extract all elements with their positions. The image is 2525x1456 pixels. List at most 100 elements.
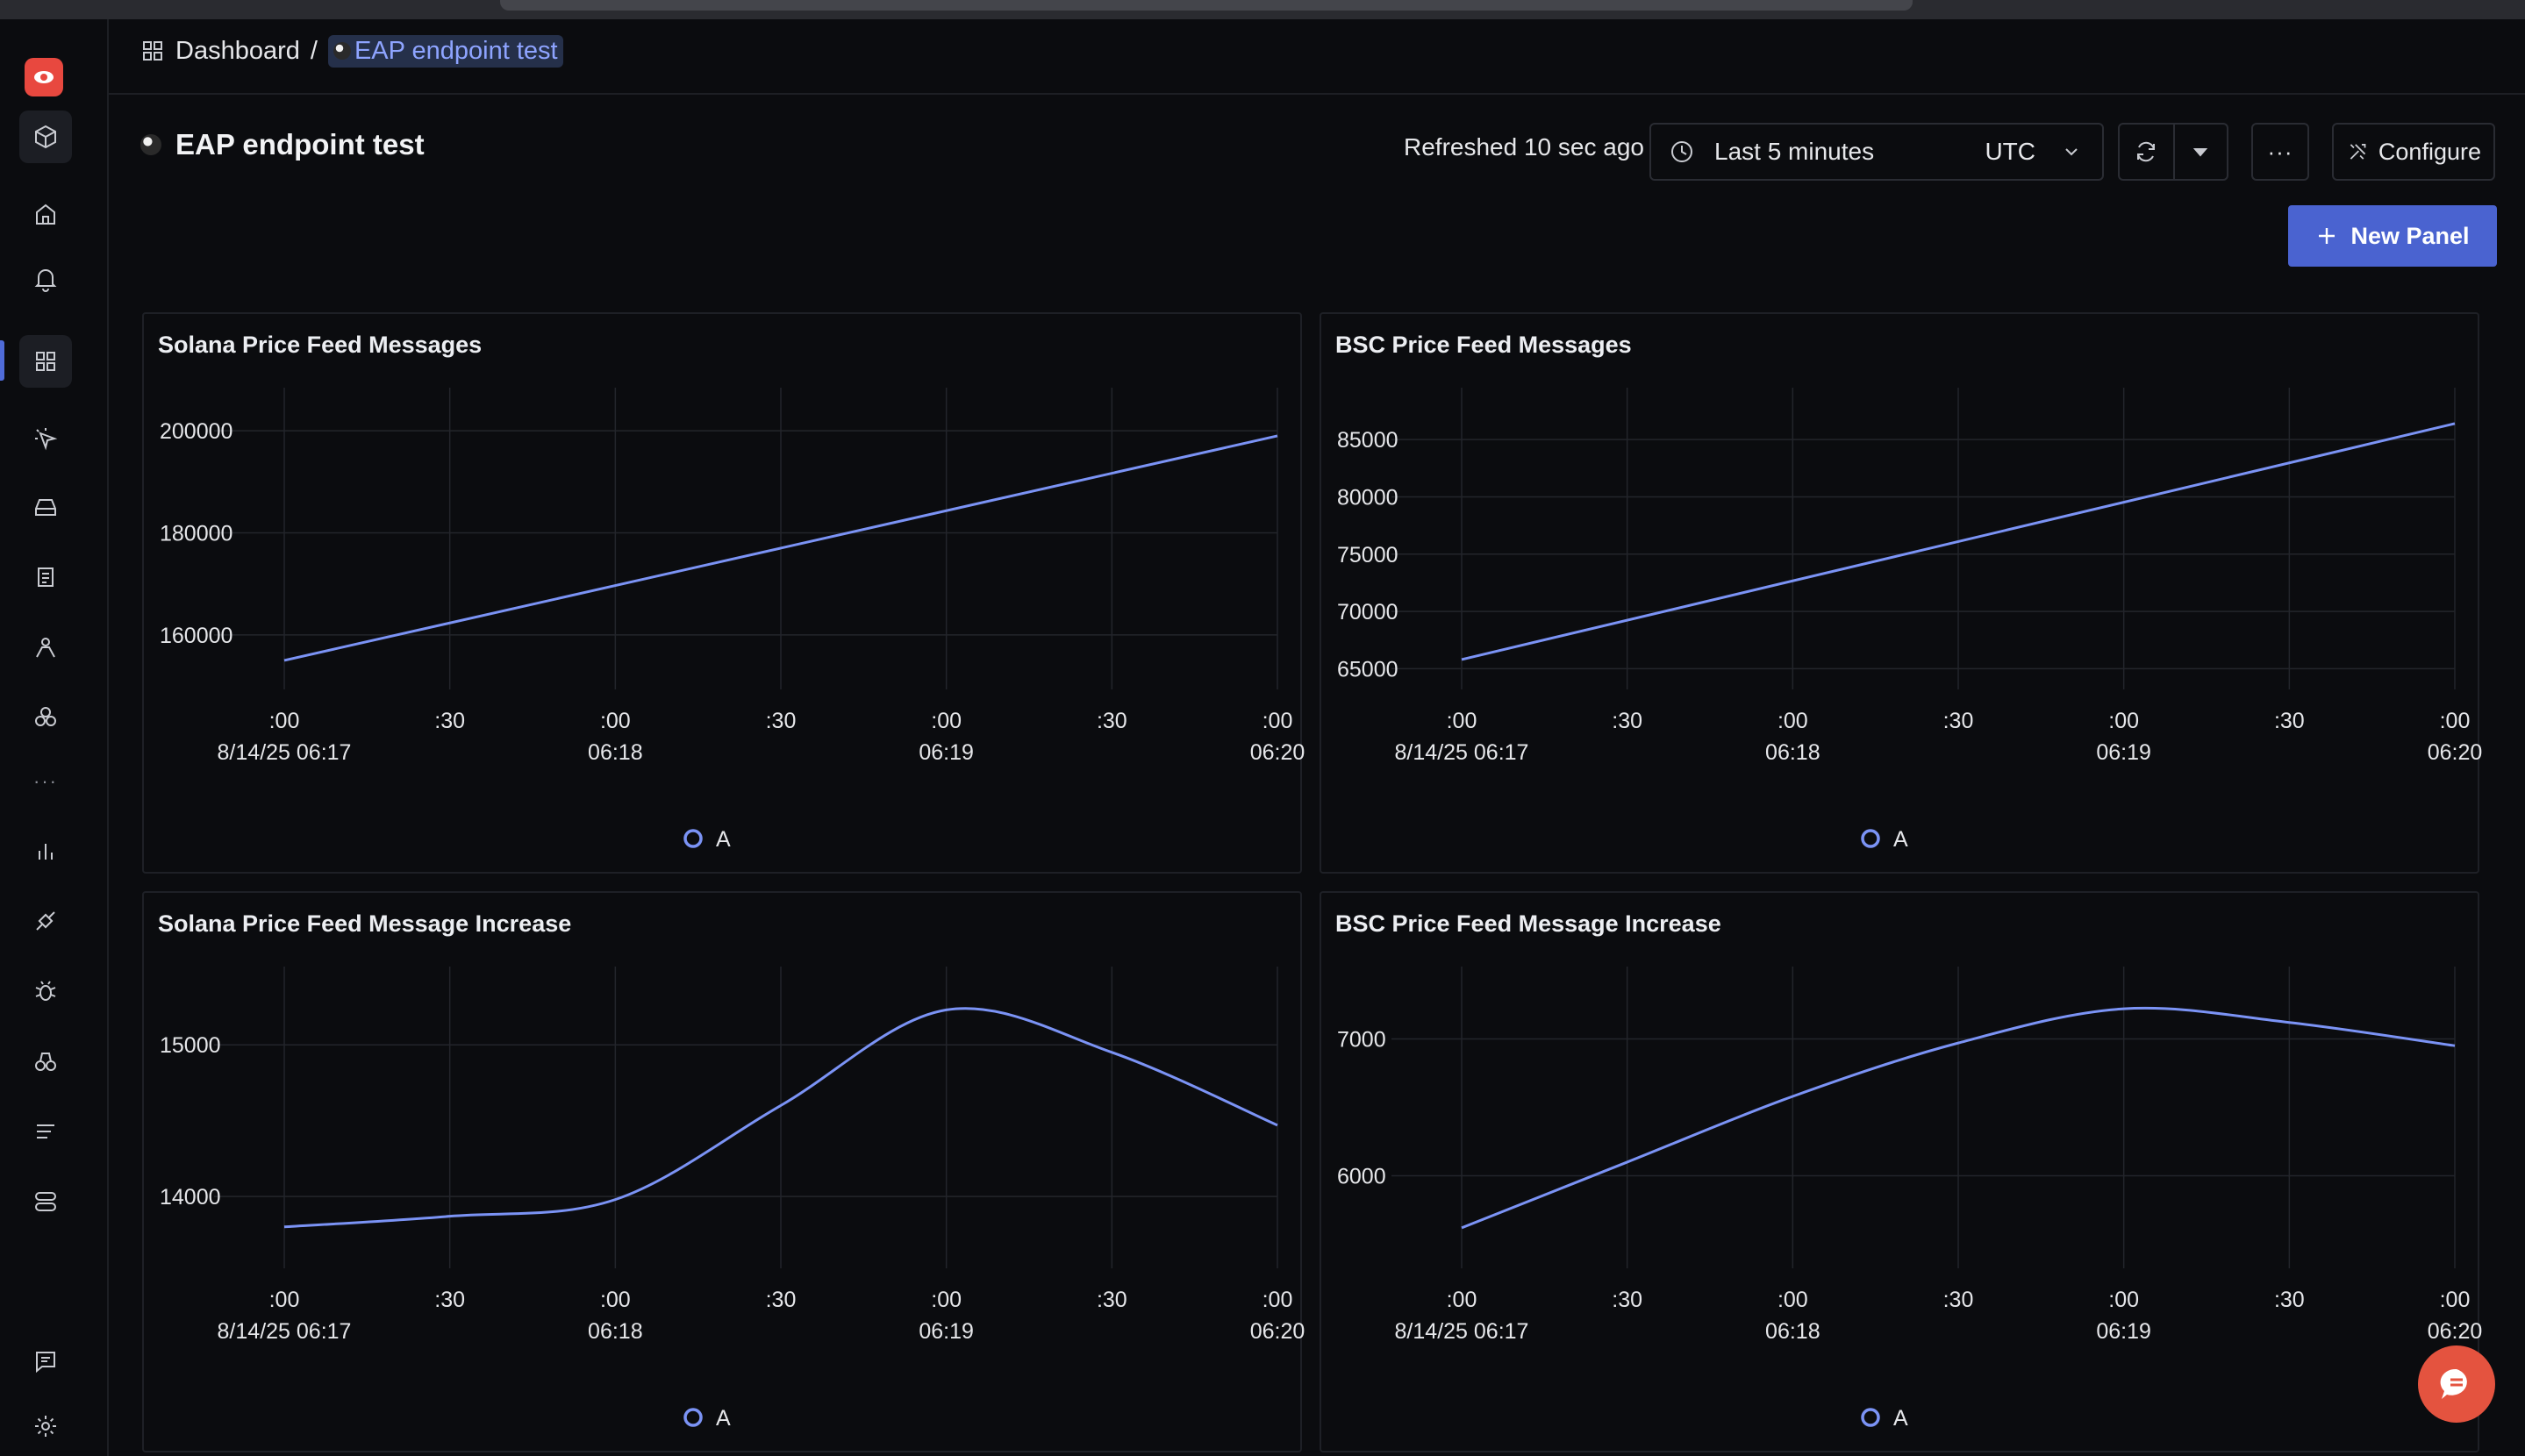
y-tick-label: 75000 (1337, 543, 1398, 567)
storage-icon[interactable] (19, 481, 72, 533)
panel-bsc-messages[interactable]: BSC Price Feed Messages 65000 70000 75000 8… (1320, 312, 2482, 874)
x-tick-sublabel: 06:18 (1765, 740, 1820, 765)
x-tick-sublabel: 06:18 (1765, 1319, 1820, 1344)
panel-solana-increase[interactable]: Solana Price Feed Message Increase 14000… (142, 891, 1305, 1452)
x-tick-sublabel: 8/14/25 06:17 (218, 1319, 352, 1344)
refresh-button[interactable] (2120, 125, 2173, 179)
eye-logo-icon (34, 71, 54, 83)
x-tick-sublabel: 8/14/25 06:17 (1395, 1319, 1529, 1344)
refreshed-status: Refreshed 10 sec ago (1404, 133, 1644, 161)
breadcrumb-current[interactable]: EAP endpoint test (327, 34, 563, 68)
x-tick-sublabel: 06:18 (588, 740, 643, 765)
home-icon[interactable] (19, 188, 72, 240)
insights-icon[interactable] (19, 1035, 72, 1088)
breadcrumb-separator: / (310, 36, 318, 65)
integrations-icon[interactable] (19, 691, 72, 744)
dashboard-grid-icon (143, 41, 162, 61)
x-tick-sublabel: 06:20 (2428, 740, 2483, 765)
y-tick-label: 65000 (1337, 657, 1398, 682)
x-tick-label: :30 (1097, 709, 1127, 733)
line-chart: 14000 15000:00 8/14/25 06:17:30:00 06:18:30… (160, 967, 1305, 1431)
time-range-picker[interactable]: Last 5 minutes UTC (1649, 123, 2104, 181)
legend-label: A (716, 1406, 731, 1431)
x-tick-sublabel: 06:19 (2096, 1319, 2151, 1344)
x-tick-label: :30 (434, 1288, 465, 1312)
chevron-down-icon (2065, 148, 2078, 156)
x-tick-label: :00 (1262, 1288, 1293, 1312)
eight-ball-icon (333, 42, 351, 60)
x-tick-sublabel: 06:18 (588, 1319, 643, 1344)
y-tick-label: 70000 (1337, 600, 1398, 625)
x-tick-label: :30 (1943, 1288, 1974, 1312)
metrics-icon[interactable] (19, 824, 72, 877)
dashboards-icon[interactable] (19, 335, 72, 388)
explore-icon[interactable] (19, 412, 72, 465)
breadcrumb: Dashboard / EAP endpoint test (140, 32, 563, 70)
debug-icon[interactable] (19, 965, 72, 1017)
refresh-button-group (2118, 123, 2228, 181)
x-tick-sublabel: 06:20 (1250, 740, 1305, 765)
legend-label: A (1893, 827, 1908, 852)
caret-down-icon (2193, 148, 2208, 157)
x-tick-label: :30 (766, 1288, 797, 1312)
x-tick-label: :30 (766, 709, 797, 733)
app-logo[interactable] (25, 58, 63, 96)
plugins-icon[interactable] (19, 895, 72, 947)
x-tick-label: :00 (600, 1288, 631, 1312)
x-tick-label: :00 (269, 709, 300, 733)
x-tick-sublabel: 8/14/25 06:17 (1395, 740, 1529, 765)
plus-icon (2319, 228, 2335, 244)
horizontal-scrollbar[interactable] (500, 0, 1913, 11)
chat-bubble-icon (2440, 1368, 2467, 1399)
series-line (283, 434, 1278, 662)
y-tick-label: 6000 (1337, 1165, 1386, 1189)
pipelines-icon[interactable] (19, 1175, 72, 1228)
active-indicator (0, 340, 4, 381)
y-tick-label: 180000 (160, 521, 232, 546)
feedback-icon[interactable] (19, 1335, 72, 1388)
refresh-icon (2137, 141, 2156, 162)
x-tick-label: :00 (2108, 1288, 2139, 1312)
clock-icon (1671, 141, 1692, 162)
profile-icon[interactable] (19, 621, 72, 674)
legend-marker (683, 829, 703, 848)
more-icon[interactable]: ··· (33, 770, 58, 792)
new-panel-label: New Panel (2350, 222, 2470, 249)
x-tick-label: :00 (269, 1288, 300, 1312)
breadcrumb-dashboard[interactable]: Dashboard (175, 36, 300, 65)
eight-ball-icon (140, 134, 161, 155)
configure-button[interactable]: Configure (2332, 123, 2495, 181)
x-tick-label: :00 (1447, 1288, 1477, 1312)
x-tick-label: :30 (434, 709, 465, 733)
configure-label: Configure (2378, 138, 2481, 165)
chat-support-button[interactable] (2418, 1345, 2495, 1423)
refresh-interval-dropdown[interactable] (2172, 125, 2227, 179)
x-tick-label: :00 (2440, 1288, 2471, 1312)
legend-label: A (1893, 1406, 1908, 1431)
x-tick-label: :00 (931, 1288, 962, 1312)
x-tick-label: :00 (1778, 1288, 1808, 1312)
projects-icon[interactable] (19, 111, 72, 163)
y-tick-label: 7000 (1337, 1027, 1386, 1052)
timezone-label: UTC (1985, 138, 2035, 165)
x-tick-label: :00 (1778, 709, 1808, 733)
breadcrumb-current-label: EAP endpoint test (354, 36, 558, 65)
line-chart: 160000 180000 200000:00 8/14/25 06:17:30:00… (160, 388, 1305, 852)
y-tick-label: 15000 (160, 1033, 221, 1058)
x-tick-label: :30 (1612, 1288, 1642, 1312)
x-tick-sublabel: 06:20 (2428, 1319, 2483, 1344)
more-options-button[interactable]: ··· (2251, 123, 2309, 181)
panel-bsc-increase[interactable]: BSC Price Feed Message Increase 6000 7000… (1320, 891, 2482, 1452)
page-title: EAP endpoint test (140, 123, 425, 167)
x-tick-label: :30 (1612, 709, 1642, 733)
new-panel-button[interactable]: New Panel (2288, 205, 2497, 267)
x-tick-label: :30 (2274, 709, 2305, 733)
settings-icon[interactable] (19, 1400, 72, 1452)
alerts-icon[interactable] (19, 253, 72, 305)
logs-icon[interactable] (19, 551, 72, 603)
panel-solana-messages[interactable]: Solana Price Feed Messages 160000 180000 2… (142, 312, 1305, 874)
list-icon[interactable] (19, 1105, 72, 1158)
x-tick-sublabel: 06:20 (1250, 1319, 1305, 1344)
x-tick-label: :30 (1943, 709, 1974, 733)
x-tick-sublabel: 06:19 (919, 1319, 974, 1344)
